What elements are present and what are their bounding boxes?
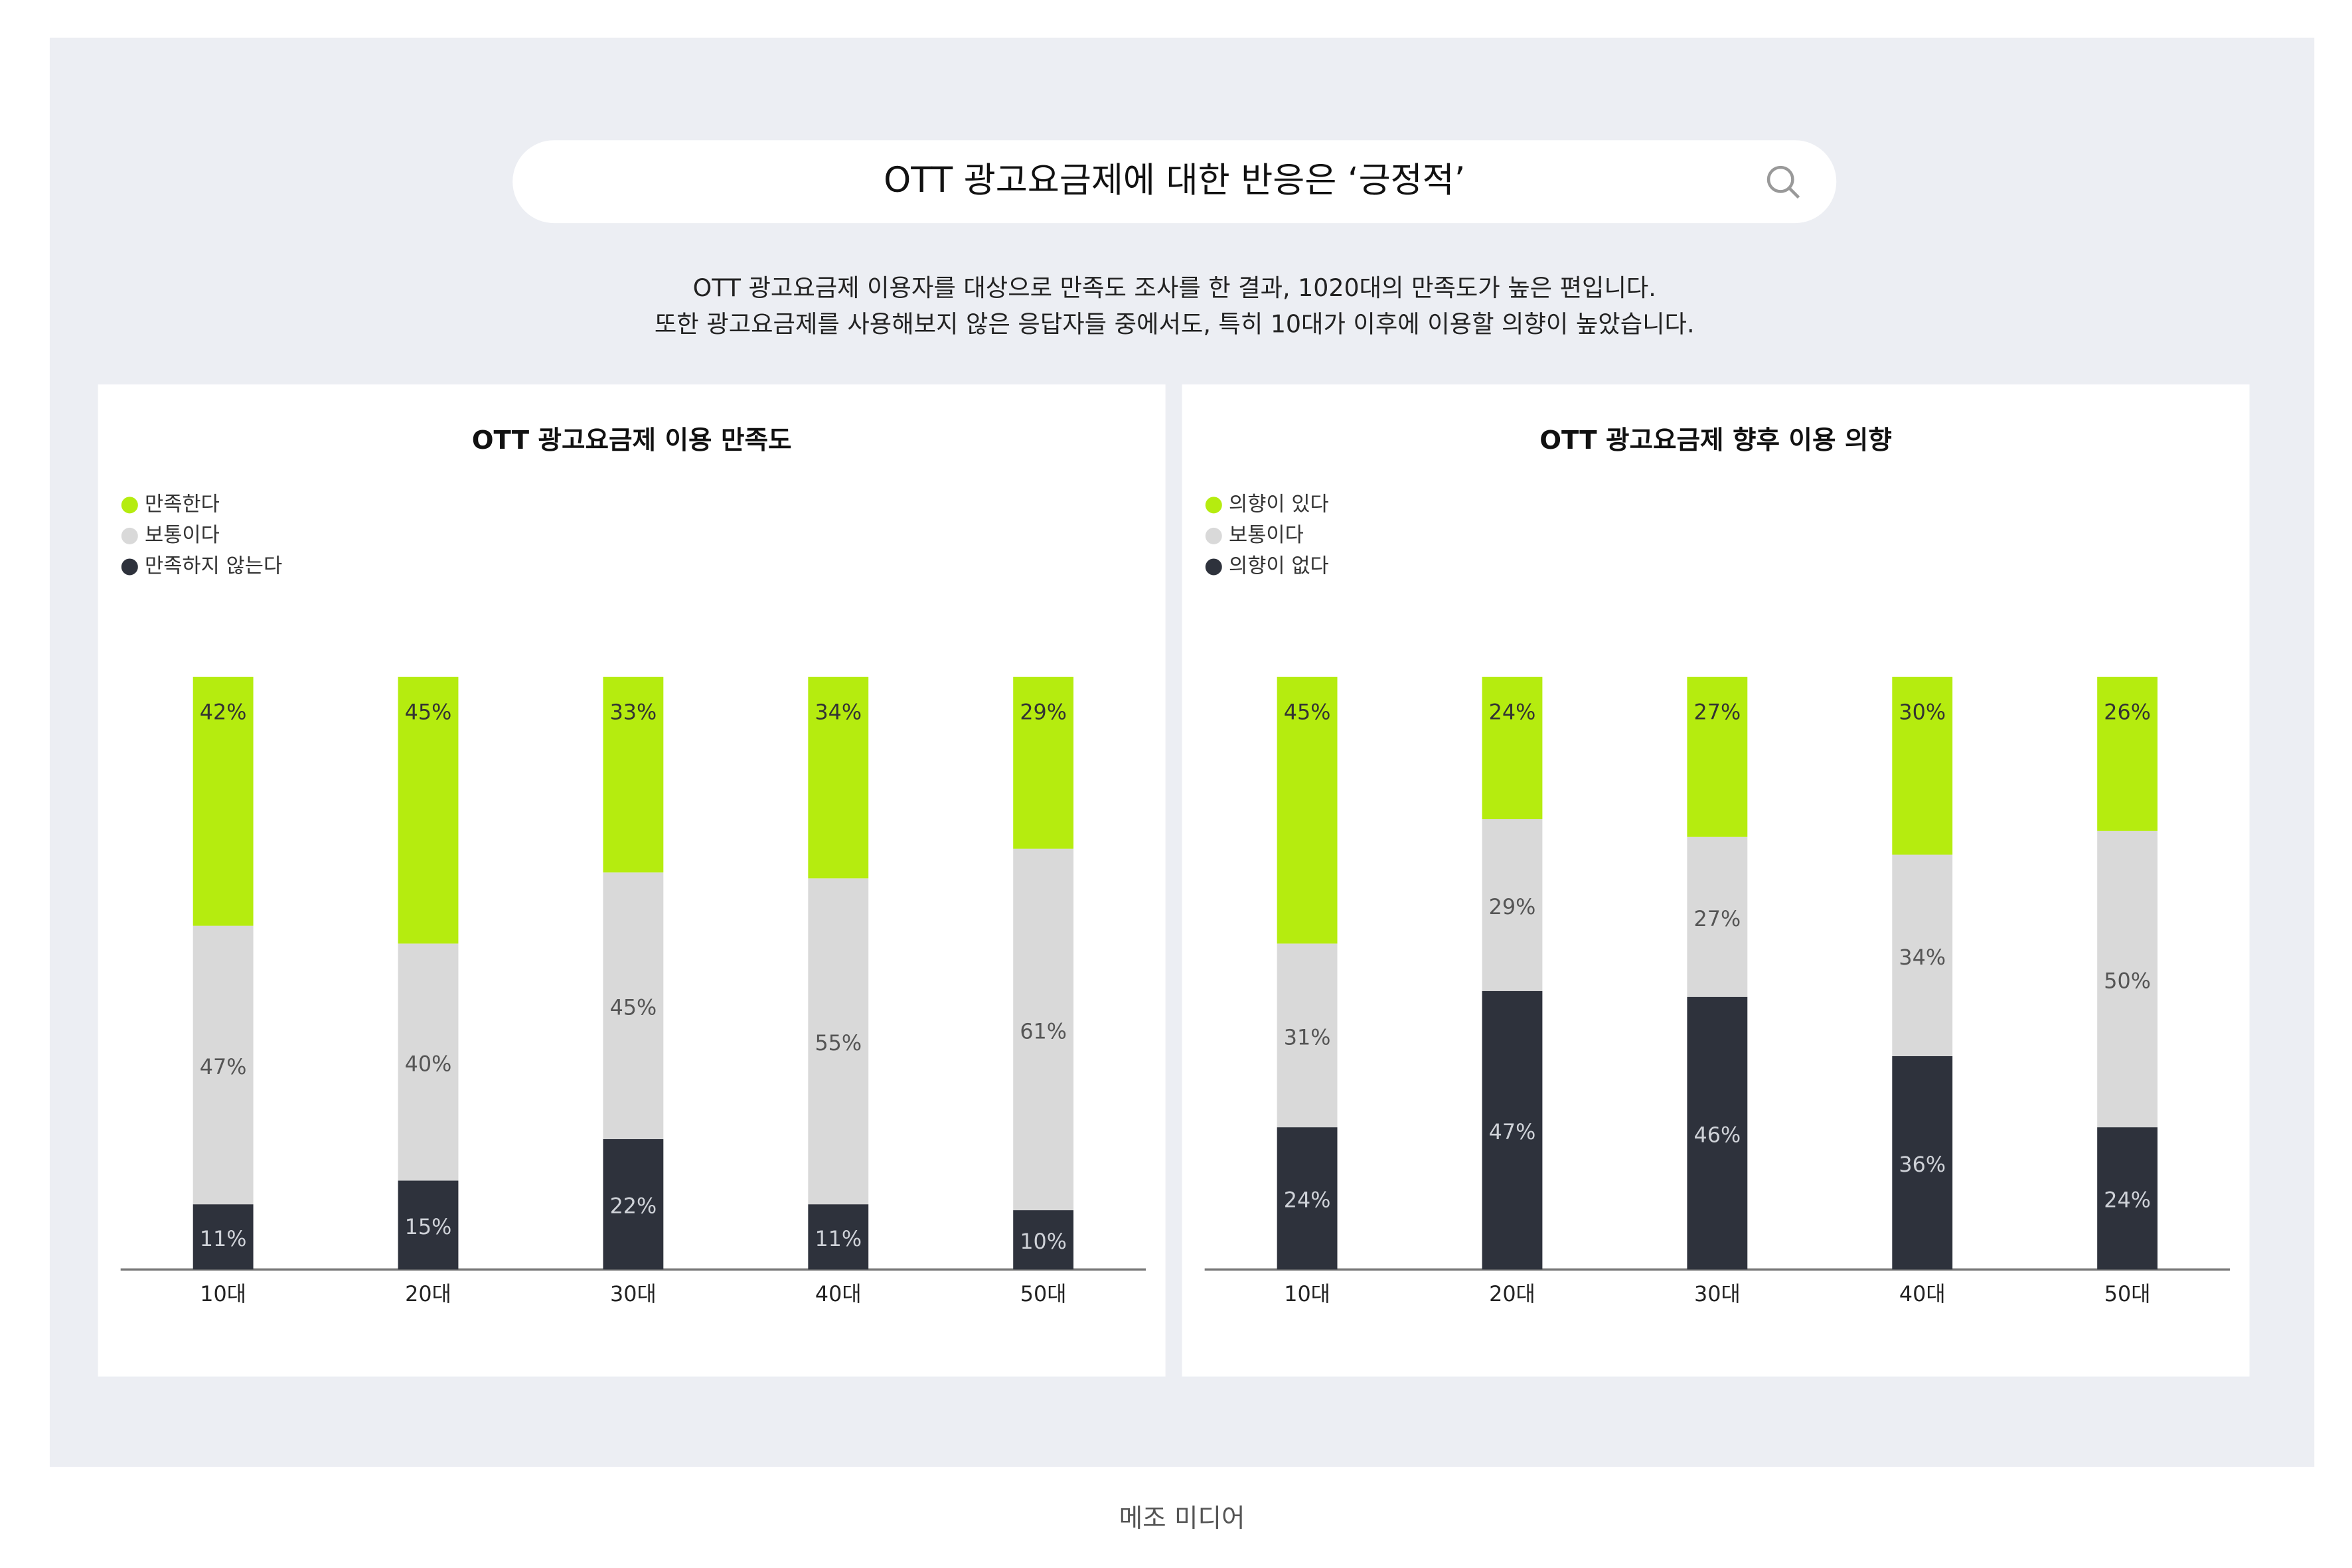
legend-label: 보통이다	[145, 524, 220, 547]
data-label: 27%	[1694, 700, 1741, 724]
bar-segment	[1277, 943, 1338, 1128]
data-label: 47%	[1489, 1120, 1536, 1144]
bar-segment	[1687, 676, 1748, 837]
data-label: 33%	[610, 700, 657, 724]
bar-segment	[1482, 819, 1543, 991]
data-label: 27%	[1694, 907, 1741, 931]
bar-segment	[603, 1138, 664, 1270]
legend-marker	[121, 558, 138, 576]
page-title: OTT 광고요금제에 대한 반응은 ‘긍정적’	[884, 161, 1465, 200]
data-label: 45%	[1284, 700, 1331, 724]
data-label: 30%	[1899, 700, 1946, 724]
bar-segment	[808, 1204, 869, 1270]
data-label: 24%	[2104, 1188, 2151, 1213]
description: OTT 광고요금제 이용자를 대상으로 만족도 조사를 한 결과, 1020대의…	[693, 274, 1656, 302]
data-label: 50%	[2104, 969, 2151, 993]
legend-label: 만족하지 않는다	[145, 554, 282, 578]
bar-segment	[808, 878, 869, 1205]
data-label: 24%	[1489, 700, 1536, 724]
data-label: 34%	[1899, 945, 1946, 970]
data-label: 47%	[200, 1055, 247, 1079]
bar-segment	[193, 925, 254, 1205]
bar-segment	[1013, 1210, 1074, 1270]
bar-segment	[1277, 1127, 1338, 1270]
bar-segment	[808, 676, 869, 879]
bar-segment	[398, 943, 459, 1181]
legend-label: 만족한다	[145, 493, 220, 516]
data-label: 34%	[815, 700, 862, 724]
bar-segment	[2097, 676, 2158, 831]
bar-segment	[398, 676, 459, 944]
bar-segment	[1482, 990, 1543, 1270]
data-label: 10%	[1020, 1229, 1067, 1254]
legend-label: 보통이다	[1229, 524, 1304, 547]
legend-marker	[1205, 527, 1222, 544]
data-label: 42%	[200, 700, 247, 724]
legend-marker	[1205, 497, 1222, 514]
bar-segment	[603, 872, 664, 1139]
x-tick-label: 30대	[1694, 1282, 1741, 1306]
bar-segment	[1687, 836, 1748, 997]
x-tick-label: 20대	[1489, 1282, 1535, 1306]
search-icon[interactable]	[1766, 165, 1800, 199]
bar-segment	[2097, 1127, 2158, 1270]
bar-segment	[1013, 848, 1074, 1211]
source: 메조 미디어	[1119, 1504, 1245, 1533]
bar-segment	[193, 1204, 254, 1270]
x-tick-label: 20대	[405, 1282, 451, 1306]
x-tick-label: 30대	[610, 1282, 657, 1306]
data-label: 26%	[2104, 700, 2151, 724]
chart-title: OTT 광고요금제 향후 이용 의향	[1539, 426, 1892, 455]
data-label: 55%	[815, 1031, 862, 1056]
x-tick-label: 50대	[2104, 1282, 2151, 1306]
description: 또한 광고요금제를 사용해보지 않은 응답자들 중에서도, 특히 10대가 이후…	[655, 310, 1695, 339]
x-tick-label: 50대	[1020, 1282, 1067, 1306]
data-label: 11%	[815, 1227, 862, 1251]
legend-marker	[1205, 558, 1222, 576]
legend-marker	[121, 497, 138, 514]
legend-marker	[121, 527, 138, 544]
legend-label: 의향이 없다	[1229, 554, 1329, 578]
bar-segment	[1892, 676, 1953, 855]
data-label: 46%	[1694, 1123, 1741, 1148]
bar-segment	[1277, 676, 1338, 944]
data-label: 29%	[1489, 895, 1536, 919]
bar-segment	[1687, 996, 1748, 1270]
x-tick-label: 40대	[1899, 1282, 1946, 1306]
search-bar	[512, 140, 1837, 224]
bar-segment	[1482, 676, 1543, 819]
bar-segment	[603, 676, 664, 873]
bar-segment	[1892, 1056, 1953, 1270]
data-label: 61%	[1020, 1019, 1067, 1044]
bar-segment	[1013, 676, 1074, 849]
data-label: 45%	[405, 700, 452, 724]
x-tick-label: 40대	[815, 1282, 862, 1306]
data-label: 29%	[1020, 700, 1067, 724]
data-label: 36%	[1899, 1152, 1946, 1177]
data-label: 40%	[405, 1052, 452, 1076]
x-tick-label: 10대	[200, 1282, 246, 1306]
data-label: 15%	[405, 1215, 452, 1239]
data-label: 22%	[610, 1194, 657, 1219]
legend-label: 의향이 있다	[1229, 493, 1329, 516]
chart-title: OTT 광고요금제 이용 만족도	[472, 426, 792, 455]
data-label: 11%	[200, 1227, 247, 1251]
x-tick-label: 10대	[1284, 1282, 1330, 1306]
bar-segment	[1892, 854, 1953, 1056]
data-label: 45%	[610, 996, 657, 1020]
data-label: 24%	[1284, 1188, 1331, 1213]
bar-segment	[398, 1180, 459, 1270]
bar-segment	[2097, 830, 2158, 1128]
bar-segment	[193, 676, 254, 926]
data-label: 31%	[1284, 1025, 1331, 1050]
